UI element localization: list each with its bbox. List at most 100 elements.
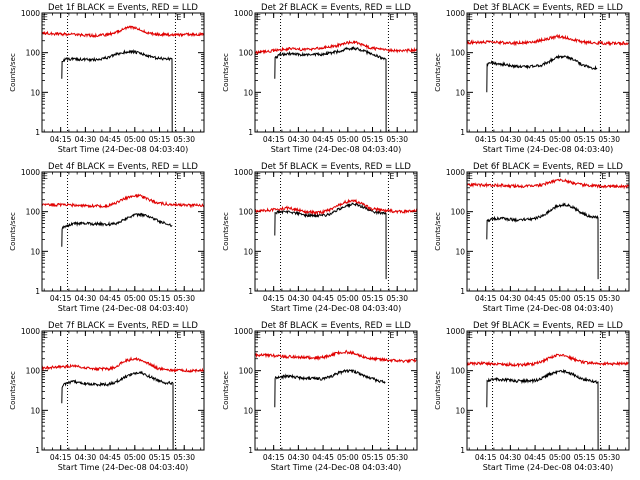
corner-mark: E bbox=[389, 13, 394, 22]
x-tick-label: 04:15 bbox=[263, 135, 285, 144]
data-series-line bbox=[486, 368, 599, 451]
x-tick-label: 05:00 bbox=[549, 135, 571, 144]
detector-panel: Det 1f BLACK = Events, RED = LLD 1 10 100 10… bbox=[9, 3, 205, 154]
corner-mark: E bbox=[389, 331, 394, 340]
y-tick-label: 1000 bbox=[446, 9, 465, 18]
y-tick-label: 1 bbox=[460, 287, 465, 296]
x-tick-label: 04:15 bbox=[263, 294, 285, 303]
y-tick-label: 100 bbox=[239, 49, 254, 58]
x-tick-label: 05:15 bbox=[574, 294, 596, 303]
x-tick-label: 04:45 bbox=[312, 453, 334, 462]
y-axis-label: Counts/sec bbox=[9, 53, 17, 92]
plot-frame bbox=[466, 330, 630, 451]
detector-panel: Det 3f BLACK = Events, RED = LLD 1 10 100 10… bbox=[434, 3, 630, 154]
data-series-line bbox=[254, 198, 418, 216]
x-tick-label: 05:00 bbox=[549, 294, 571, 303]
x-tick-label: 05:00 bbox=[124, 135, 146, 144]
y-axis-label: Counts/sec bbox=[434, 371, 442, 410]
panel-title: Det 3f BLACK = Events, RED = LLD bbox=[473, 3, 623, 13]
panel-title: Det 4f BLACK = Events, RED = LLD bbox=[48, 162, 198, 172]
detector-panel: Det 2f BLACK = Events, RED = LLD 1 10 100 10… bbox=[222, 3, 418, 154]
x-tick-label: 05:30 bbox=[173, 294, 195, 303]
x-tick-label: 04:45 bbox=[99, 135, 121, 144]
x-tick-label: 05:30 bbox=[386, 294, 408, 303]
plot-frame bbox=[41, 12, 205, 133]
data-series-line bbox=[254, 39, 418, 55]
corner-mark: E bbox=[43, 172, 48, 181]
x-tick-label: 04:30 bbox=[288, 294, 310, 303]
data-series-line bbox=[61, 212, 173, 247]
x-tick-label: 04:15 bbox=[50, 453, 72, 462]
x-tick-label: 04:30 bbox=[75, 453, 97, 462]
x-tick-label: 05:15 bbox=[362, 135, 384, 144]
data-series-line bbox=[41, 356, 205, 374]
panel-title: Det 7f BLACK = Events, RED = LLD bbox=[48, 321, 198, 331]
x-tick-label: 04:15 bbox=[263, 453, 285, 462]
data-series-line bbox=[466, 33, 630, 47]
y-tick-label: 1 bbox=[460, 128, 465, 137]
x-tick-label: 05:30 bbox=[173, 135, 195, 144]
x-tick-label: 05:30 bbox=[386, 135, 408, 144]
data-series-line bbox=[274, 45, 387, 133]
x-tick-label: 05:15 bbox=[149, 294, 171, 303]
panel-title: Det 5f BLACK = Events, RED = LLD bbox=[261, 162, 411, 172]
corner-mark: E bbox=[468, 331, 473, 340]
panel-title: Det 1f BLACK = Events, RED = LLD bbox=[48, 3, 198, 13]
detector-panel: Det 5f BLACK = Events, RED = LLD 1 10 100 10… bbox=[222, 162, 418, 313]
y-axis-label: Counts/sec bbox=[434, 53, 442, 92]
data-series-line bbox=[254, 349, 418, 364]
x-tick-label: 05:30 bbox=[386, 453, 408, 462]
y-tick-label: 1 bbox=[35, 446, 40, 455]
y-tick-label: 10 bbox=[30, 88, 40, 97]
x-axis-label: Start Time (24-Dec-08 04:03:40) bbox=[271, 463, 402, 472]
x-tick-label: 04:45 bbox=[524, 135, 546, 144]
y-tick-label: 10 bbox=[455, 247, 465, 256]
x-tick-label: 05:00 bbox=[337, 135, 359, 144]
corner-mark: E bbox=[43, 331, 48, 340]
y-tick-label: 1000 bbox=[446, 327, 465, 336]
y-tick-label: 100 bbox=[451, 367, 466, 376]
x-tick-label: 04:30 bbox=[500, 453, 522, 462]
y-tick-label: 1000 bbox=[234, 327, 253, 336]
y-tick-label: 1 bbox=[460, 446, 465, 455]
y-tick-label: 1000 bbox=[21, 168, 40, 177]
x-tick-label: 05:30 bbox=[598, 135, 620, 144]
x-tick-label: 05:15 bbox=[362, 294, 384, 303]
x-tick-label: 05:30 bbox=[173, 453, 195, 462]
panel-title: Det 2f BLACK = Events, RED = LLD bbox=[261, 3, 411, 13]
y-tick-label: 1 bbox=[35, 287, 40, 296]
x-tick-label: 05:30 bbox=[598, 294, 620, 303]
detector-panel: Det 8f BLACK = Events, RED = LLD 1 10 100 10… bbox=[222, 321, 418, 472]
corner-mark: E bbox=[176, 172, 181, 181]
x-axis-label: Start Time (24-Dec-08 04:03:40) bbox=[58, 145, 189, 154]
y-tick-label: 1000 bbox=[446, 168, 465, 177]
x-tick-label: 05:00 bbox=[337, 453, 359, 462]
x-axis-label: Start Time (24-Dec-08 04:03:40) bbox=[271, 304, 402, 313]
x-tick-label: 04:45 bbox=[312, 294, 334, 303]
corner-mark: E bbox=[256, 172, 261, 181]
plot-frame bbox=[254, 171, 418, 292]
x-tick-label: 04:45 bbox=[99, 294, 121, 303]
y-tick-label: 1 bbox=[248, 287, 253, 296]
x-tick-label: 05:15 bbox=[149, 453, 171, 462]
x-tick-label: 05:15 bbox=[362, 453, 384, 462]
data-series-line bbox=[41, 25, 205, 39]
panel-title: Det 8f BLACK = Events, RED = LLD bbox=[261, 321, 411, 331]
x-tick-label: 04:45 bbox=[524, 294, 546, 303]
y-axis-label: Counts/sec bbox=[434, 212, 442, 251]
data-series-line bbox=[274, 202, 387, 280]
x-tick-label: 04:45 bbox=[524, 453, 546, 462]
y-tick-label: 10 bbox=[243, 88, 253, 97]
x-axis-label: Start Time (24-Dec-08 04:03:40) bbox=[58, 463, 189, 472]
corner-mark: E bbox=[601, 172, 606, 181]
corner-mark: E bbox=[601, 331, 606, 340]
y-tick-label: 1 bbox=[248, 446, 253, 455]
y-tick-label: 1000 bbox=[234, 168, 253, 177]
y-axis-label: Counts/sec bbox=[9, 212, 17, 251]
y-axis-label: Counts/sec bbox=[222, 212, 230, 251]
y-tick-label: 1 bbox=[35, 128, 40, 137]
y-axis-label: Counts/sec bbox=[222, 53, 230, 92]
detector-panel: Det 4f BLACK = Events, RED = LLD 1 10 100 10… bbox=[9, 162, 205, 313]
detector-panel: Det 6f BLACK = Events, RED = LLD 1 10 100 10… bbox=[434, 162, 630, 313]
